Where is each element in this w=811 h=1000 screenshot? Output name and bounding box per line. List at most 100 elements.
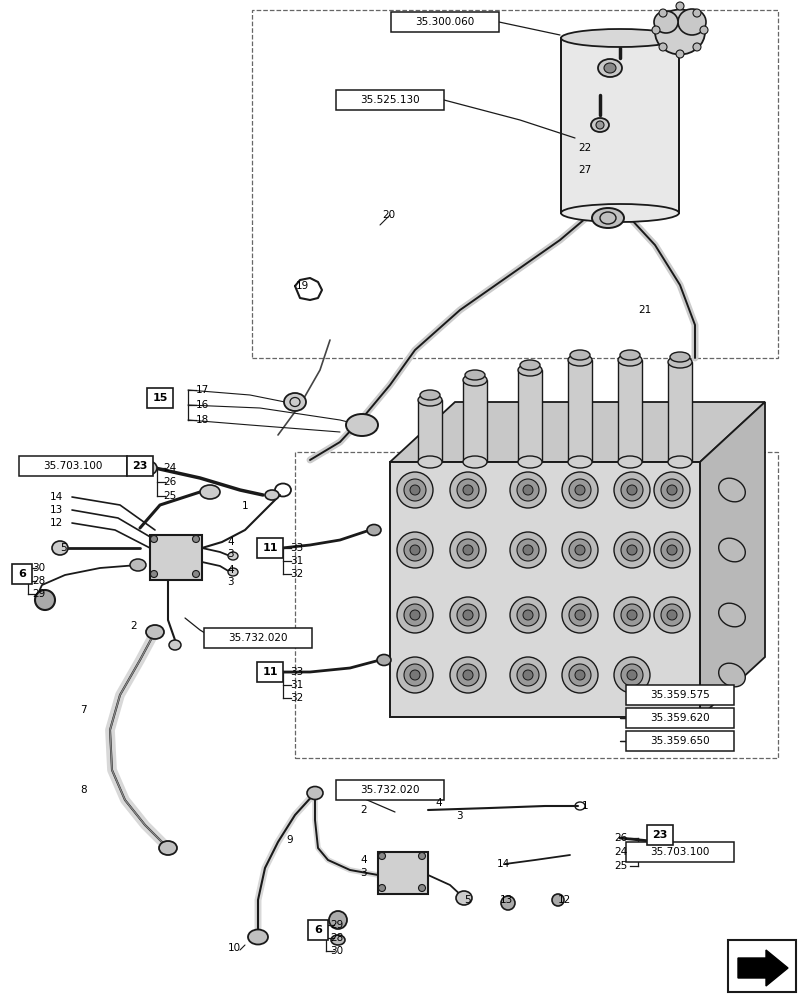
Ellipse shape [676,2,683,10]
Text: 31: 31 [290,556,303,566]
Ellipse shape [660,604,682,626]
Ellipse shape [410,670,419,680]
Ellipse shape [603,63,616,73]
FancyBboxPatch shape [307,920,328,940]
Ellipse shape [561,532,597,568]
Text: 35.359.575: 35.359.575 [650,690,709,700]
Ellipse shape [130,559,146,571]
Text: 35.732.020: 35.732.020 [228,633,287,643]
Text: 32: 32 [290,693,303,703]
Ellipse shape [500,896,514,910]
Ellipse shape [569,479,590,501]
Ellipse shape [613,532,649,568]
FancyBboxPatch shape [391,12,499,32]
Ellipse shape [169,640,181,650]
Polygon shape [418,400,441,462]
Ellipse shape [457,479,478,501]
Ellipse shape [307,786,323,800]
Ellipse shape [517,364,541,376]
Ellipse shape [192,570,200,578]
Text: 13: 13 [500,895,513,905]
Text: 26: 26 [163,477,176,487]
Polygon shape [389,462,699,717]
Ellipse shape [569,539,590,561]
FancyBboxPatch shape [204,628,311,648]
Ellipse shape [699,26,707,34]
Ellipse shape [574,670,584,680]
Ellipse shape [626,670,636,680]
Text: 25: 25 [613,861,626,871]
Text: 35.359.620: 35.359.620 [650,713,709,723]
Ellipse shape [613,472,649,508]
Ellipse shape [653,532,689,568]
Ellipse shape [591,208,623,228]
Polygon shape [389,402,764,462]
Text: 33: 33 [290,543,303,553]
FancyBboxPatch shape [336,780,444,800]
Ellipse shape [397,472,432,508]
Ellipse shape [659,43,666,51]
Ellipse shape [457,539,478,561]
Text: 35.300.060: 35.300.060 [415,17,474,27]
Text: 10: 10 [228,943,241,953]
Text: 6: 6 [18,569,26,579]
Ellipse shape [568,456,591,468]
Ellipse shape [328,911,346,929]
Ellipse shape [376,654,391,666]
Ellipse shape [509,532,545,568]
FancyBboxPatch shape [336,90,444,110]
Ellipse shape [517,539,539,561]
Text: 25: 25 [163,491,176,501]
Ellipse shape [397,597,432,633]
Ellipse shape [718,478,744,502]
Text: 35.359.650: 35.359.650 [650,736,709,746]
Text: 5: 5 [463,895,470,905]
Ellipse shape [284,393,306,411]
Ellipse shape [653,11,677,33]
Text: 15: 15 [152,393,168,403]
Ellipse shape [456,891,471,905]
Ellipse shape [626,610,636,620]
Ellipse shape [569,664,590,686]
Polygon shape [617,360,642,462]
Ellipse shape [522,610,532,620]
FancyBboxPatch shape [147,388,173,408]
Text: 3: 3 [359,868,367,878]
Ellipse shape [150,536,157,542]
Ellipse shape [331,935,345,945]
Text: 35.525.130: 35.525.130 [360,95,419,105]
Text: 35.732.020: 35.732.020 [360,785,419,795]
Ellipse shape [660,539,682,561]
Ellipse shape [418,852,425,859]
Ellipse shape [404,664,426,686]
Text: 14: 14 [50,492,63,502]
Ellipse shape [626,485,636,495]
Text: 7: 7 [80,705,87,715]
Text: 31: 31 [290,680,303,690]
Text: 16: 16 [195,400,209,410]
Ellipse shape [410,610,419,620]
FancyBboxPatch shape [625,708,733,728]
Ellipse shape [617,354,642,366]
Polygon shape [150,535,202,580]
Ellipse shape [462,545,473,555]
Ellipse shape [410,545,419,555]
Ellipse shape [449,597,486,633]
Ellipse shape [620,664,642,686]
Text: 13: 13 [50,505,63,515]
Text: 24: 24 [613,847,626,857]
Ellipse shape [676,50,683,58]
Ellipse shape [367,524,380,536]
Ellipse shape [715,846,731,858]
Ellipse shape [410,485,419,495]
FancyBboxPatch shape [727,940,795,992]
Text: 28: 28 [32,576,45,586]
Text: 30: 30 [32,563,45,573]
Ellipse shape [595,121,603,129]
Ellipse shape [620,539,642,561]
Ellipse shape [509,657,545,693]
Ellipse shape [192,536,200,542]
Ellipse shape [551,894,564,906]
Ellipse shape [718,538,744,562]
Text: 17: 17 [195,385,209,395]
